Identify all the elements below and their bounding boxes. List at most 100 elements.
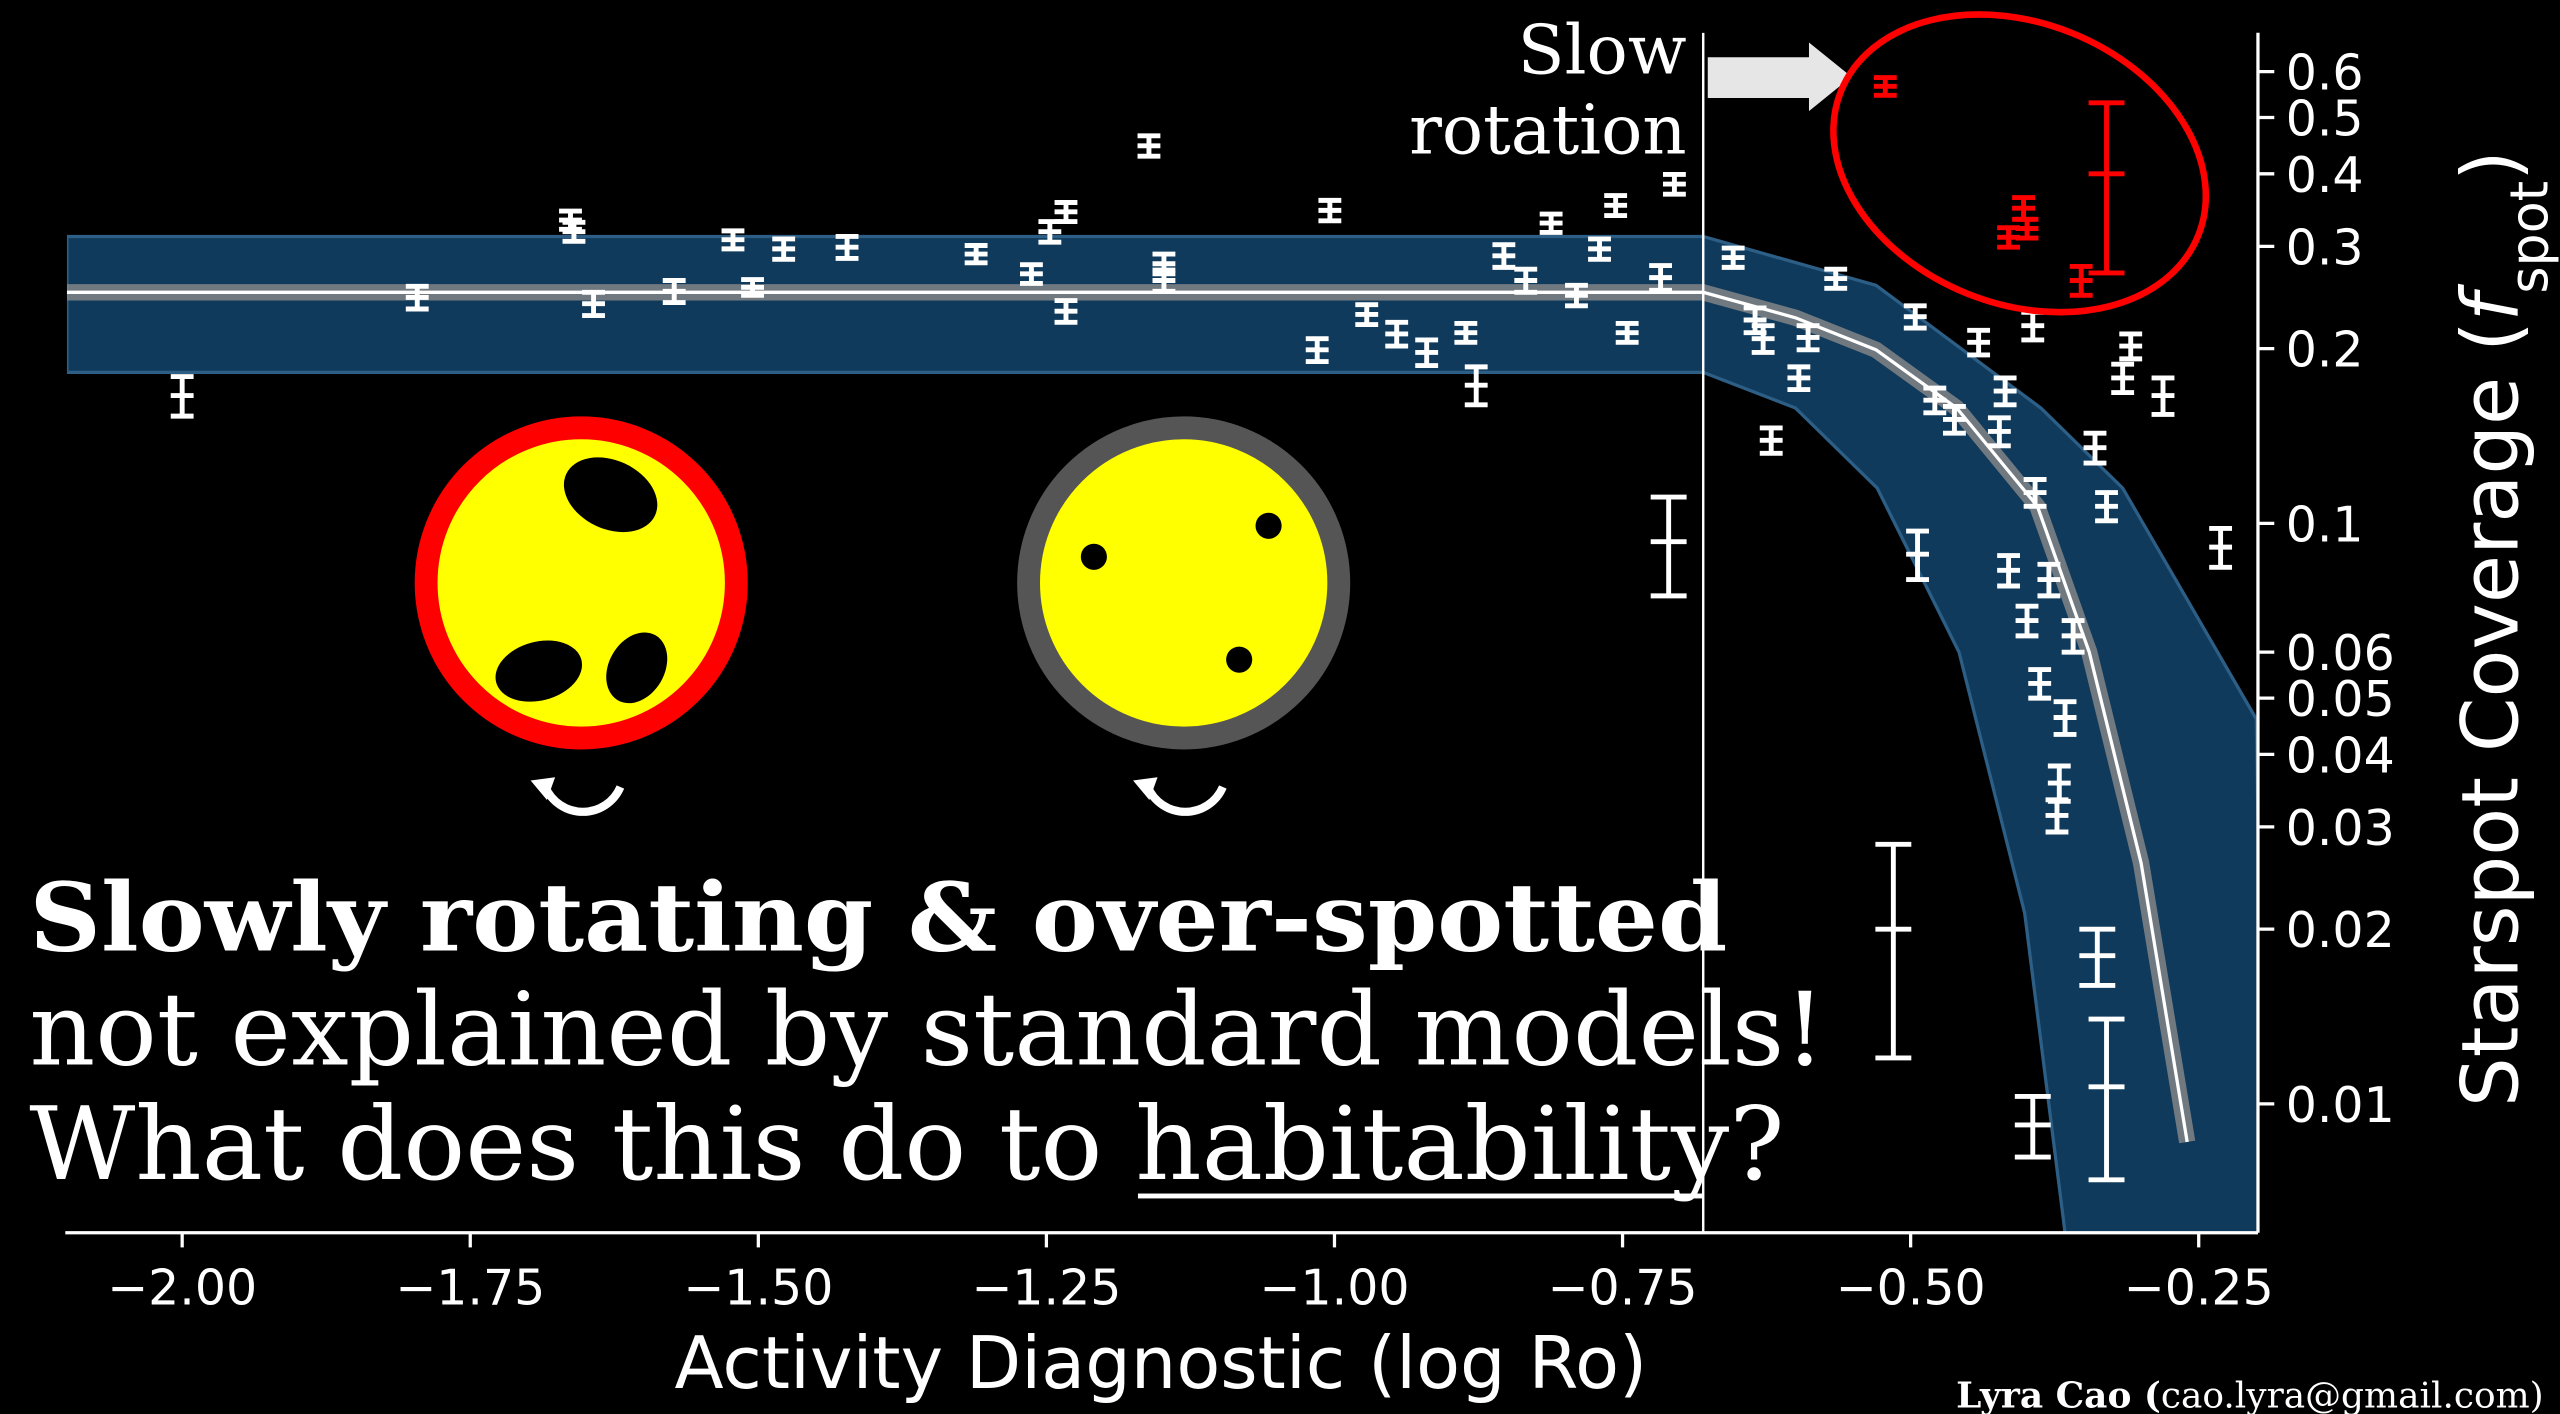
y-axis-label-part: Starspot Coverage (: [2446, 321, 2537, 1107]
credit-name: Lyra Cao (: [1956, 1374, 2161, 1414]
data-point: [1385, 319, 1409, 349]
data-point: [2037, 561, 2061, 599]
data-point: [2028, 667, 2052, 701]
data-point: [1796, 323, 1820, 353]
x-axis-label: Activity Diagnostic (log Ro): [674, 1321, 1647, 1405]
data-point: [1137, 133, 1161, 159]
annotation: Slow: [1518, 11, 1687, 91]
data-point: [1721, 245, 1745, 270]
x-tick-label: −1.25: [971, 1260, 1121, 1317]
y-tick-label: 0.4: [2286, 147, 2364, 204]
plot-area: [66, 32, 2257, 1233]
data-point: [1355, 302, 1379, 327]
data-point: [1906, 528, 1929, 583]
highlight-ellipse: [1830, 11, 2210, 316]
x-tick-label: −1.00: [1259, 1260, 1409, 1317]
data-point: [405, 283, 429, 312]
data-point: [1565, 282, 1588, 309]
data-point: [2061, 618, 2085, 655]
y-tick-label: 0.06: [2286, 625, 2395, 682]
data-point: [1588, 236, 1611, 262]
data-point: [1152, 267, 1176, 294]
y-tick-label: 0.04: [2286, 727, 2395, 784]
x-tick-label: −1.50: [683, 1260, 833, 1317]
data-point: [1903, 303, 1927, 331]
data-point: [1942, 403, 1966, 436]
data-point: [1615, 320, 1639, 345]
data-point: [1305, 336, 1329, 364]
data-point: [964, 243, 988, 266]
underline: [1137, 1193, 1703, 1199]
y-tick-label: 0.02: [2286, 902, 2395, 959]
subtitle: What does this do to habitability?: [29, 1085, 1784, 1203]
x-tick-label: −1.75: [395, 1260, 545, 1317]
data-point: [2088, 1016, 2125, 1183]
data-point: [2023, 477, 2047, 509]
data-point: [582, 289, 605, 318]
y-tick-label: 0.6: [2286, 45, 2364, 102]
data-point: [1759, 425, 1783, 456]
data-point: [1649, 263, 1673, 293]
data-point: [170, 374, 194, 419]
data-point: [1650, 494, 1687, 599]
data-point: [1875, 841, 1912, 1061]
data-point: [1539, 211, 1563, 235]
data-point: [2209, 525, 2233, 570]
data-point: [721, 228, 745, 252]
data-point: [662, 278, 686, 306]
subtitle: not explained by standard models!: [29, 971, 1825, 1089]
y-tick-label: 0.05: [2286, 671, 2395, 728]
credit: Lyra Cao (cao.lyra@gmail.com): [1956, 1374, 2544, 1414]
data-point: [772, 236, 796, 262]
y-tick-label: 0.3: [2286, 219, 2364, 276]
x-tick-label: −2.00: [107, 1260, 257, 1317]
data-point: [835, 234, 859, 261]
data-point: [1662, 171, 1686, 197]
y-tick-label: 0.2: [2286, 322, 2364, 379]
axes: −2.00 −1.75 −1.50 −1.25 −1.00 −0.75 −0.50 −0.25…: [65, 32, 2395, 1317]
data-point: [1019, 262, 1043, 286]
x-tick-label: −0.50: [1836, 1260, 1986, 1317]
data-point: [1824, 266, 1848, 291]
data-point: [1514, 266, 1538, 295]
y-tick-label: 0.1: [2286, 496, 2364, 553]
data-point: [1873, 75, 1897, 98]
data-point: [2088, 100, 2125, 276]
data-point: [2079, 926, 2116, 988]
subtitle-part: What does this do to: [29, 1085, 1135, 1203]
data-point: [2053, 699, 2077, 737]
data-point: [1787, 364, 1811, 393]
data-point: [1997, 225, 2021, 250]
data-point: [1318, 197, 1342, 224]
data-point: [1054, 200, 1078, 225]
data-point: [2069, 264, 2093, 298]
data-point: [1987, 415, 2011, 449]
headline: Slowly rotating & over-spotted: [29, 862, 1727, 973]
data-point: [2111, 361, 2135, 395]
data-point: [1997, 553, 2021, 589]
model-band: [66, 234, 2257, 1233]
annotation: rotation: [1409, 91, 1686, 171]
data-point: [2095, 490, 2118, 524]
data-point: [1054, 298, 1078, 325]
data-point: [741, 277, 764, 298]
data-point: [1923, 385, 1947, 416]
data-point: [2045, 797, 2069, 835]
spotted-star: [414, 416, 748, 816]
data-point: [2015, 603, 2039, 639]
data-point: [1454, 320, 1478, 345]
y-tick-label: 0.01: [2286, 1077, 2395, 1134]
data-point: [1415, 337, 1439, 368]
subtitle-emphasis: habitability: [1135, 1085, 1729, 1203]
x-tick-label: −0.75: [1548, 1260, 1698, 1317]
data-point: [562, 219, 586, 244]
y-tick-label: 0.5: [2286, 91, 2364, 148]
credit-email: cao.lyra@gmail.com): [2161, 1375, 2544, 1414]
data-point: [1993, 375, 2017, 408]
normal-star: [1017, 416, 1351, 816]
y-axis-label-sub: spot: [2501, 181, 2560, 294]
subtitle-part: ?: [1729, 1085, 1784, 1203]
y-tick-label: 0.03: [2286, 800, 2395, 857]
data-point: [2151, 375, 2175, 417]
